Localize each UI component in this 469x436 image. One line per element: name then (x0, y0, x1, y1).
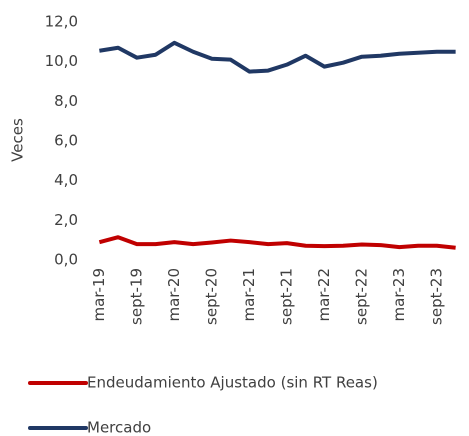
y-tick-label: 10,0 (45, 52, 78, 70)
x-tick-label: sept-22 (352, 268, 370, 325)
y-tick-label: 6,0 (54, 132, 78, 150)
legend-label: Endeudamiento Ajustado (sin RT Reas) (87, 374, 378, 392)
x-tick-label: mar-19 (90, 268, 108, 322)
y-tick-label: 8,0 (54, 92, 78, 110)
y-tick-label: 12,0 (45, 13, 78, 31)
x-tick-label: mar-21 (240, 268, 258, 322)
y-tick-label: 4,0 (54, 171, 78, 189)
series-line (98, 235, 456, 250)
series-line (99, 40, 456, 74)
y-axis-label: Veces (9, 118, 27, 162)
legend-label: Mercado (87, 419, 151, 436)
x-tick-label: mar-22 (315, 268, 333, 322)
x-tick-label: sept-19 (127, 268, 145, 325)
y-tick-label: 2,0 (54, 211, 78, 229)
x-tick-label: sept-21 (277, 268, 295, 325)
x-tick-label: sept-20 (202, 268, 220, 325)
x-tick-label: mar-20 (165, 268, 183, 322)
y-tick-label: 0,0 (54, 251, 78, 269)
x-tick-label: mar-23 (390, 268, 408, 322)
x-tick-label: sept-23 (427, 268, 445, 325)
